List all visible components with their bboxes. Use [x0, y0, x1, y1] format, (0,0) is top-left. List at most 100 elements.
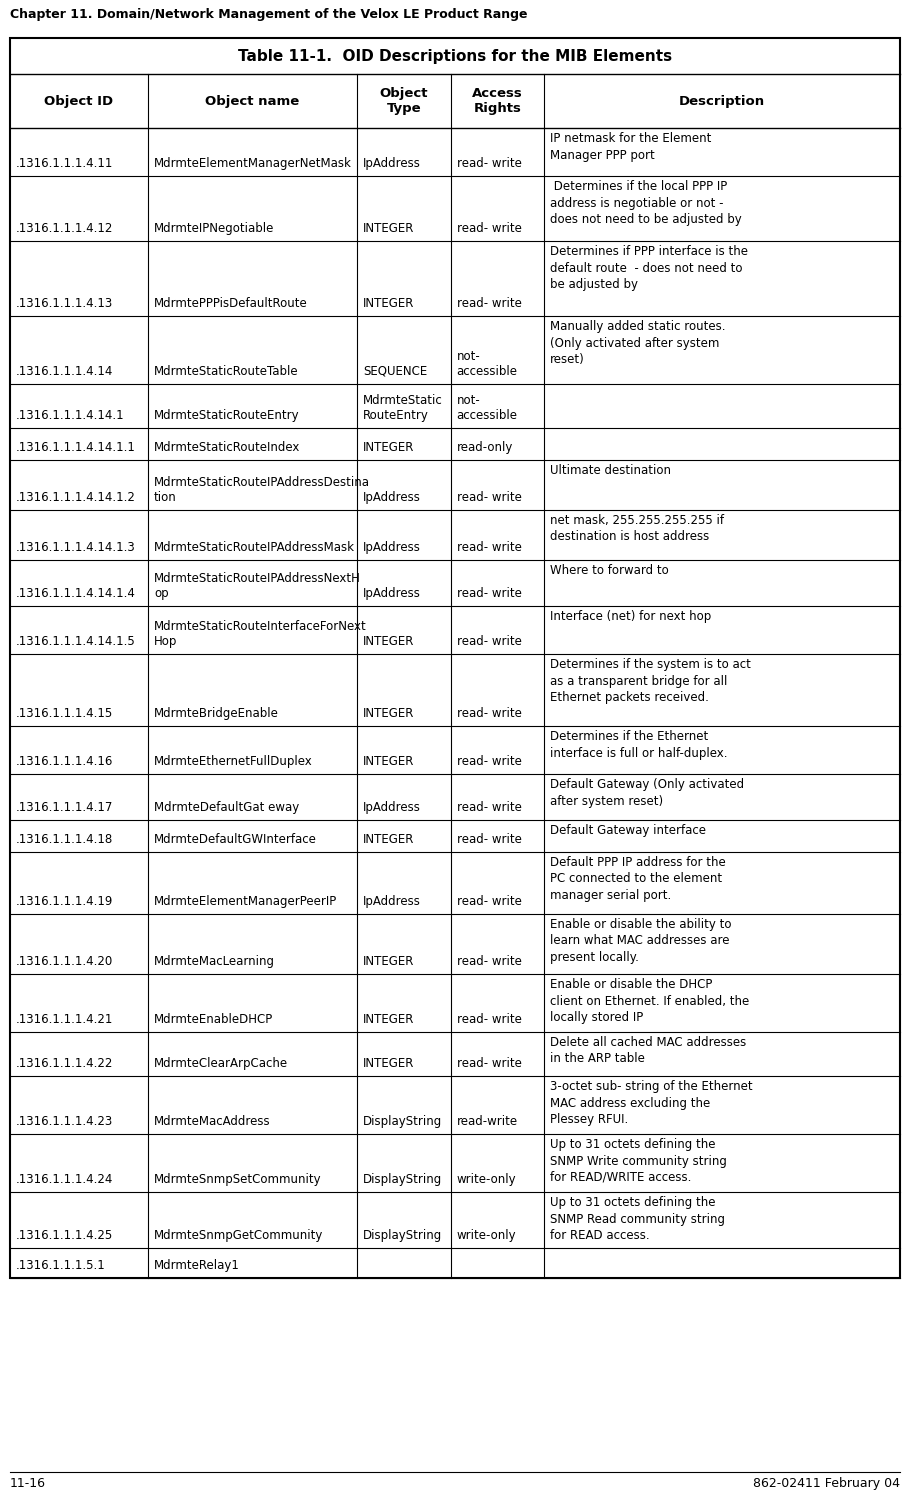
Text: Determines if the Ethernet
interface is full or half-duplex.: Determines if the Ethernet interface is … — [550, 730, 727, 760]
Text: Manually added static routes.
(Only activated after system
reset): Manually added static routes. (Only acti… — [550, 320, 725, 366]
Text: IpAddress: IpAddress — [363, 587, 421, 599]
Text: Up to 31 octets defining the
SNMP Read community string
for READ access.: Up to 31 octets defining the SNMP Read c… — [550, 1196, 725, 1242]
Text: MdrmteClearArpCache: MdrmteClearArpCache — [154, 1057, 288, 1069]
Text: .1316.1.1.1.4.23: .1316.1.1.1.4.23 — [16, 1114, 113, 1128]
Text: INTEGER: INTEGER — [363, 707, 414, 719]
Text: INTEGER: INTEGER — [363, 834, 414, 846]
Text: MdrmteStaticRouteInterfaceForNext
Hop: MdrmteStaticRouteInterfaceForNext Hop — [154, 620, 367, 647]
Text: INTEGER: INTEGER — [363, 955, 414, 967]
Text: IpAddress: IpAddress — [363, 801, 421, 814]
Bar — [10, 38, 900, 1278]
Text: .1316.1.1.1.4.22: .1316.1.1.1.4.22 — [16, 1057, 114, 1069]
Text: MdrmteSnmpSetCommunity: MdrmteSnmpSetCommunity — [154, 1173, 321, 1187]
Text: Object ID: Object ID — [45, 95, 114, 108]
Text: .1316.1.1.1.4.21: .1316.1.1.1.4.21 — [16, 1012, 114, 1026]
Text: Chapter 11. Domain/Network Management of the Velox LE Product Range: Chapter 11. Domain/Network Management of… — [10, 8, 528, 21]
Text: Default Gateway interface: Default Gateway interface — [550, 825, 706, 837]
Text: Object name: Object name — [206, 95, 299, 108]
Text: MdrmteStaticRouteIPAddressMask: MdrmteStaticRouteIPAddressMask — [154, 541, 355, 554]
Text: .1316.1.1.1.4.13: .1316.1.1.1.4.13 — [16, 297, 113, 309]
Text: INTEGER: INTEGER — [363, 442, 414, 454]
Text: IpAddress: IpAddress — [363, 541, 421, 554]
Text: read- write: read- write — [457, 955, 521, 967]
Text: .1316.1.1.1.4.16: .1316.1.1.1.4.16 — [16, 756, 114, 768]
Text: IpAddress: IpAddress — [363, 158, 421, 170]
Text: .1316.1.1.1.4.15: .1316.1.1.1.4.15 — [16, 707, 113, 719]
Text: .1316.1.1.1.4.14.1.3: .1316.1.1.1.4.14.1.3 — [16, 541, 136, 554]
Text: net mask, 255.255.255.255 if
destination is host address: net mask, 255.255.255.255 if destination… — [550, 514, 724, 544]
Text: INTEGER: INTEGER — [363, 635, 414, 647]
Text: write-only: write-only — [457, 1229, 516, 1242]
Text: MdrmteSnmpGetCommunity: MdrmteSnmpGetCommunity — [154, 1229, 323, 1242]
Text: .1316.1.1.1.4.14.1.5: .1316.1.1.1.4.14.1.5 — [16, 635, 136, 647]
Text: DisplayString: DisplayString — [363, 1173, 442, 1187]
Text: read-write: read-write — [457, 1114, 518, 1128]
Text: IpAddress: IpAddress — [363, 895, 421, 909]
Text: read- write: read- write — [457, 1057, 521, 1069]
Text: .1316.1.1.1.4.20: .1316.1.1.1.4.20 — [16, 955, 113, 967]
Text: .1316.1.1.1.4.12: .1316.1.1.1.4.12 — [16, 222, 114, 234]
Text: .1316.1.1.1.4.19: .1316.1.1.1.4.19 — [16, 895, 114, 909]
Text: read- write: read- write — [457, 541, 521, 554]
Text: read- write: read- write — [457, 158, 521, 170]
Text: MdrmteElementManagerPeerIP: MdrmteElementManagerPeerIP — [154, 895, 338, 909]
Text: Determines if the system is to act
as a transparent bridge for all
Ethernet pack: Determines if the system is to act as a … — [550, 658, 751, 704]
Text: .1316.1.1.1.4.17: .1316.1.1.1.4.17 — [16, 801, 114, 814]
Text: 11-16: 11-16 — [10, 1476, 46, 1490]
Text: read- write: read- write — [457, 707, 521, 719]
Text: MdrmteStaticRouteIPAddressDestina
tion: MdrmteStaticRouteIPAddressDestina tion — [154, 476, 370, 505]
Text: 3-octet sub- string of the Ethernet
MAC address excluding the
Plessey RFUI.: 3-octet sub- string of the Ethernet MAC … — [550, 1080, 753, 1126]
Text: .1316.1.1.1.4.24: .1316.1.1.1.4.24 — [16, 1173, 114, 1187]
Text: .1316.1.1.1.4.14.1.1: .1316.1.1.1.4.14.1.1 — [16, 442, 136, 454]
Text: MdrmteStaticRouteTable: MdrmteStaticRouteTable — [154, 365, 298, 379]
Text: MdrmteMacLearning: MdrmteMacLearning — [154, 955, 275, 967]
Text: IpAddress: IpAddress — [363, 491, 421, 505]
Text: Interface (net) for next hop: Interface (net) for next hop — [550, 610, 712, 623]
Text: .1316.1.1.1.5.1: .1316.1.1.1.5.1 — [16, 1259, 106, 1272]
Text: Object
Type: Object Type — [379, 87, 428, 116]
Text: MdrmteStaticRouteEntry: MdrmteStaticRouteEntry — [154, 409, 299, 422]
Text: write-only: write-only — [457, 1173, 516, 1187]
Text: 862-02411 February 04: 862-02411 February 04 — [753, 1476, 900, 1490]
Text: MdrmteBridgeEnable: MdrmteBridgeEnable — [154, 707, 278, 719]
Text: IP netmask for the Element
Manager PPP port: IP netmask for the Element Manager PPP p… — [550, 132, 712, 162]
Text: Enable or disable the DHCP
client on Ethernet. If enabled, the
locally stored IP: Enable or disable the DHCP client on Eth… — [550, 978, 749, 1024]
Text: read- write: read- write — [457, 587, 521, 599]
Text: read- write: read- write — [457, 297, 521, 309]
Text: MdrmteIPNegotiable: MdrmteIPNegotiable — [154, 222, 274, 234]
Text: not-
accessible: not- accessible — [457, 394, 518, 422]
Text: Up to 31 octets defining the
SNMP Write community string
for READ/WRITE access.: Up to 31 octets defining the SNMP Write … — [550, 1139, 727, 1184]
Text: Where to forward to: Where to forward to — [550, 563, 669, 577]
Text: Description: Description — [679, 95, 765, 108]
Text: MdrmteDefaultGat eway: MdrmteDefaultGat eway — [154, 801, 299, 814]
Text: MdrmteStaticRouteIPAddressNextH
op: MdrmteStaticRouteIPAddressNextH op — [154, 572, 361, 599]
Text: .1316.1.1.1.4.25: .1316.1.1.1.4.25 — [16, 1229, 113, 1242]
Text: MdrmteElementManagerNetMask: MdrmteElementManagerNetMask — [154, 158, 352, 170]
Text: .1316.1.1.1.4.11: .1316.1.1.1.4.11 — [16, 158, 114, 170]
Text: MdrmteDefaultGWInterface: MdrmteDefaultGWInterface — [154, 834, 317, 846]
Text: .1316.1.1.1.4.14.1.2: .1316.1.1.1.4.14.1.2 — [16, 491, 136, 505]
Text: INTEGER: INTEGER — [363, 297, 414, 309]
Text: Enable or disable the ability to
learn what MAC addresses are
present locally.: Enable or disable the ability to learn w… — [550, 918, 732, 964]
Text: Access
Rights: Access Rights — [472, 87, 522, 116]
Text: read- write: read- write — [457, 801, 521, 814]
Text: Ultimate destination: Ultimate destination — [550, 464, 671, 478]
Text: SEQUENCE: SEQUENCE — [363, 365, 428, 379]
Text: read- write: read- write — [457, 222, 521, 234]
Text: .1316.1.1.1.4.14: .1316.1.1.1.4.14 — [16, 365, 114, 379]
Text: MdrmteRelay1: MdrmteRelay1 — [154, 1259, 240, 1272]
Text: DisplayString: DisplayString — [363, 1229, 442, 1242]
Text: INTEGER: INTEGER — [363, 1012, 414, 1026]
Text: read- write: read- write — [457, 756, 521, 768]
Text: MdrmteStatic
RouteEntry: MdrmteStatic RouteEntry — [363, 394, 443, 422]
Text: Determines if PPP interface is the
default route  - does not need to
be adjusted: Determines if PPP interface is the defau… — [550, 245, 748, 291]
Text: INTEGER: INTEGER — [363, 1057, 414, 1069]
Text: MdrmteEnableDHCP: MdrmteEnableDHCP — [154, 1012, 273, 1026]
Text: .1316.1.1.1.4.18: .1316.1.1.1.4.18 — [16, 834, 113, 846]
Text: MdrmtePPPisDefaultRoute: MdrmtePPPisDefaultRoute — [154, 297, 308, 309]
Text: not-
accessible: not- accessible — [457, 350, 518, 379]
Text: read- write: read- write — [457, 491, 521, 505]
Text: INTEGER: INTEGER — [363, 756, 414, 768]
Text: Determines if the local PPP IP
address is negotiable or not -
does not need to b: Determines if the local PPP IP address i… — [550, 180, 742, 225]
Text: read- write: read- write — [457, 834, 521, 846]
